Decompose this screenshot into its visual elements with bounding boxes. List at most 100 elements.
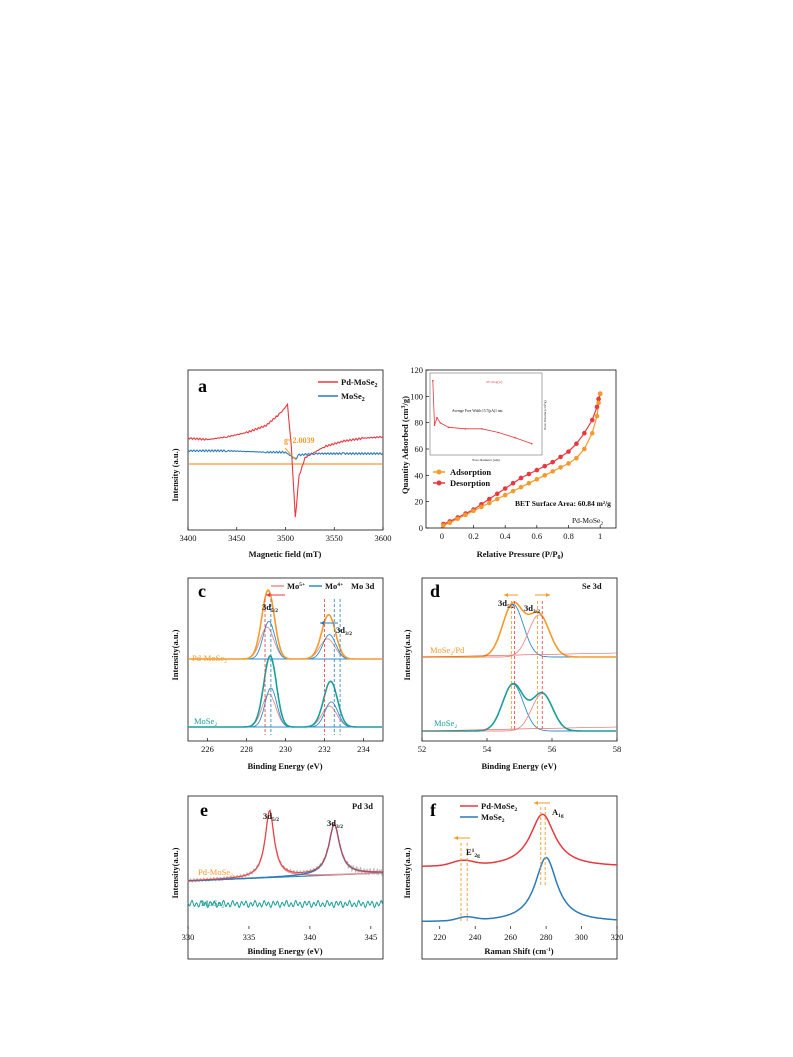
panel-b-ytick-label: 40 — [415, 470, 424, 480]
panel-a-legend-pd: Pd-MoSe2 — [341, 377, 378, 389]
panel-b-desorption-point — [566, 449, 571, 454]
panel-b-legend-dot-des — [436, 480, 442, 486]
panel-b-ylabel: Quantity Adsorbed (cm3/g) — [400, 396, 410, 494]
panel-d-tick-label: 52 — [418, 744, 427, 754]
panel-b-adsorption-point — [550, 469, 555, 474]
panel-b-desorption-point — [542, 463, 548, 469]
panel-b-legend-ads: Adsorption — [450, 467, 491, 477]
panel-b-adsorption-point — [494, 496, 500, 502]
panel-b-inset-point — [464, 428, 467, 430]
panel-f-peak-label-a1g: A1g — [552, 807, 564, 819]
panel-f-arrowhead-1 — [534, 801, 538, 805]
panel-b-inset-ylabel: Pore Volume (cm³/g) — [543, 400, 547, 430]
panel-c-pd-mose2-envelope — [188, 589, 382, 660]
panel-b-adsorption-point — [558, 465, 563, 470]
panel-e-tick-label: 340 — [304, 932, 317, 942]
panel-d-tick-label: 54 — [483, 744, 492, 754]
panel-e-curves — [187, 808, 383, 909]
panel-b-adsorption-point — [471, 508, 476, 514]
panel-f-tick-label: 300 — [575, 932, 588, 942]
panel-b-inset-point — [432, 379, 434, 382]
panel-b-desorption-point — [518, 475, 524, 481]
panel-c-tick-label: 230 — [279, 744, 292, 754]
panel-f-legend-mose2: MoSe2 — [481, 812, 505, 824]
panel-b-inset-point — [497, 431, 500, 434]
panel-e-envelope — [188, 809, 383, 882]
panel-d-sample-2: MoSe2 — [434, 718, 457, 730]
panel-a-xlabel: Magnetic field (mT) — [249, 549, 322, 559]
panel-b-adsorption-point — [502, 492, 508, 498]
panel-b-desorption-point — [582, 430, 587, 436]
panel-f-x-ticks: 220 240 260 280 300 320 — [433, 926, 623, 942]
panel-c-label: c — [198, 581, 206, 601]
panel-a-label: a — [198, 376, 207, 396]
panel-c-curves — [188, 589, 382, 735]
panel-b-adsorption-point — [518, 484, 524, 490]
panel-e-frame — [187, 795, 384, 960]
panel-e-tick-label: 335 — [243, 932, 256, 942]
panel-a-tick-label: 3500 — [277, 533, 294, 543]
panel-a-legend-mose2: MoSe2 — [341, 391, 365, 403]
panel-e-sample-2: MoSe2 — [201, 898, 224, 910]
panel-c-sample-1: Pd-MoSe2 — [192, 653, 227, 665]
panel-c-ylabel: Intensity(a.u.) — [170, 629, 180, 680]
panel-b-inset-point — [439, 422, 442, 424]
panel-f-tick-label: 220 — [433, 932, 446, 942]
panel-b-desorption-point — [594, 404, 600, 410]
panel-c-xlabel: Binding Energy (eV) — [247, 761, 322, 771]
panel-a-tick-label: 3550 — [326, 533, 343, 543]
panel-b-adsorption-point — [574, 455, 579, 461]
panel-d-ylabel: Intensity(a.u.) — [402, 629, 412, 680]
panel-d-tick-label: 56 — [548, 744, 557, 754]
panel-e-sample-1: Pd-MoSe2 — [198, 867, 233, 879]
panel-b-adsorption-point — [441, 523, 446, 528]
panel-b-inset-legend: dV/dlog(w) — [486, 380, 503, 384]
panel-b-inset-xlabel: Pore diameter (nm) — [472, 458, 500, 462]
panel-e-tick-label: 330 — [182, 932, 195, 942]
panel-f-curves — [422, 807, 617, 923]
panel-e-ylabel: Intensity(a.u.) — [170, 847, 180, 898]
panel-c-title: Mo 3d — [351, 581, 375, 591]
panel-c-legend-mo4: Mo4+ — [325, 581, 343, 591]
panel-c-sample-2: MoSe2 — [194, 716, 217, 728]
panel-b-sample: Pd-MoSe2 — [572, 516, 603, 527]
panel-d-mose2-pd-envelope — [422, 601, 616, 658]
panel-b-desorption-point — [526, 471, 532, 477]
panel-b-bet: BET Surface Area: 60.84 m²/g — [515, 499, 611, 508]
panel-a-series-pd-mose2 — [187, 402, 384, 518]
panel-b-adsorption-point — [455, 516, 460, 522]
panel-b-adsorption-point — [594, 413, 600, 419]
panel-f-series-pd-mose2 — [422, 813, 617, 867]
panel-b-tick-label: 1 — [598, 531, 602, 541]
panel-d-peak-label-2: 3d3/2 — [524, 603, 540, 615]
panel-d-tick-label: 58 — [613, 744, 622, 754]
panel-b-desorption-point — [502, 486, 508, 491]
panel-f-arrowhead-2 — [454, 836, 458, 840]
panel-d-arrowhead-1 — [504, 593, 508, 597]
panel-b-inset-point — [433, 424, 436, 426]
panel-d-sample-1: MoSe2/Pd — [430, 645, 465, 657]
panel-f-series-mose2 — [422, 856, 617, 923]
panel-d-mose2-envelope — [422, 682, 616, 732]
panel-b-inset-point — [514, 436, 516, 439]
panel-b-adsorption-point — [463, 512, 468, 518]
panel-b-ytick-label: 20 — [415, 497, 424, 507]
panel-f-tick-label: 260 — [504, 932, 517, 942]
panel-b-adsorption-point — [596, 400, 601, 406]
panel-b-inset-point — [447, 426, 450, 429]
panel-b-y-ticks: 0 20 40 60 80 100 120 — [410, 365, 429, 533]
panel-d-mose2-pd-component — [422, 603, 616, 658]
panel-b-ytick-label: 100 — [410, 391, 423, 401]
panel-c-tick-label: 234 — [357, 744, 371, 754]
panel-b-adsorption-point — [526, 480, 532, 486]
panel-f-ylabel: Intensity(a.u.) — [402, 847, 412, 898]
panel-d-mose2-baseline — [421, 726, 618, 732]
panel-d-x-ticks: 52 54 56 58 — [418, 738, 622, 754]
panel-b-legend-des: Desorption — [450, 478, 490, 488]
panel-c-tick-label: 232 — [318, 744, 331, 754]
panel-b-inset-point — [436, 416, 438, 419]
panel-f-legend-pd: Pd-MoSe2 — [481, 801, 518, 813]
panel-f-chart: Intensity(a.u.) f Pd-MoSe2 MoSe2 A1g E12… — [402, 795, 623, 960]
panel-f-tick-label: 320 — [611, 932, 624, 942]
panel-a-tick-label: 3400 — [180, 533, 197, 543]
